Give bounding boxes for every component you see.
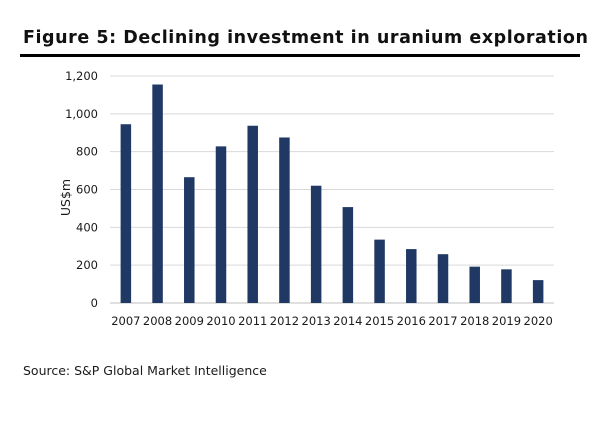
x-tick-label: 2020 <box>524 314 553 328</box>
y-axis-ticks: 0 200 400 600 800 1,000 1,200 <box>65 69 98 310</box>
x-tick-label: 2011 <box>238 314 267 328</box>
x-tick-label: 2007 <box>111 314 140 328</box>
bar-2012 <box>279 137 290 303</box>
x-axis-ticks: 2007 2008 2009 2010 2011 2012 2013 2014 2015 2016… <box>111 314 553 328</box>
x-tick-label: 2017 <box>428 314 457 328</box>
x-tick-label: 2019 <box>492 314 521 328</box>
x-tick-label: 2016 <box>397 314 426 328</box>
bar-2009 <box>184 177 195 303</box>
y-tick-label: 1,000 <box>65 107 98 121</box>
bar-2011 <box>247 125 258 304</box>
y-axis-label: US$m <box>58 179 73 216</box>
source-note: Source: S&P Global Market Intelligence <box>23 363 267 378</box>
bars <box>120 84 544 304</box>
x-tick-label: 2012 <box>270 314 299 328</box>
x-tick-label: 2009 <box>175 314 204 328</box>
gridlines <box>110 75 554 304</box>
y-tick-label: 0 <box>91 296 98 310</box>
x-tick-label: 2015 <box>365 314 394 328</box>
y-tick-label: 800 <box>76 145 98 159</box>
bar-2014 <box>342 207 354 303</box>
x-tick-label: 2018 <box>460 314 489 328</box>
y-tick-label: 600 <box>76 183 98 197</box>
x-tick-label: 2010 <box>206 314 235 328</box>
x-tick-label: 2014 <box>333 314 362 328</box>
bar-2010 <box>215 146 227 303</box>
x-tick-label: 2013 <box>302 314 331 328</box>
figure-title: Figure 5: Declining investment in uraniu… <box>23 28 589 48</box>
title-rule <box>20 54 580 57</box>
bar-2017 <box>437 254 449 303</box>
y-tick-label: 200 <box>76 258 98 272</box>
x-tick-label: 2008 <box>143 314 172 328</box>
bar-2008 <box>152 84 163 303</box>
y-tick-label: 400 <box>76 220 98 234</box>
bar-2015 <box>374 239 385 303</box>
bar-2019 <box>501 269 512 303</box>
y-tick-label: 1,200 <box>65 69 98 83</box>
bar-2016 <box>406 249 417 303</box>
bar-2013 <box>310 185 322 303</box>
bar-2007 <box>120 124 132 303</box>
bar-2018 <box>469 266 480 303</box>
bar-2020 <box>532 280 544 303</box>
